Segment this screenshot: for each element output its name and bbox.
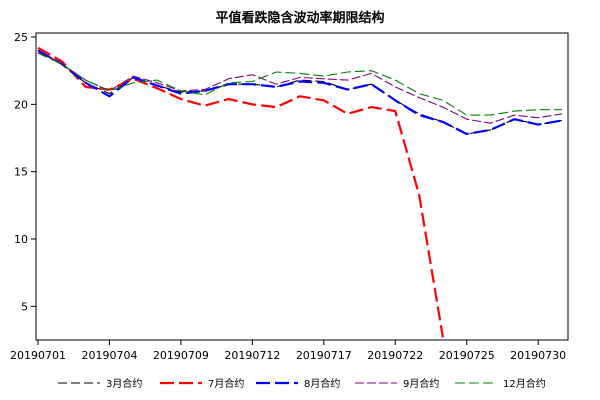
y-tick-label: 20 [14, 98, 28, 111]
y-tick-label: 25 [14, 31, 28, 44]
x-tick-label: 20190704 [81, 349, 137, 362]
y-tick-label: 5 [21, 300, 28, 313]
x-tick-label: 20190701 [10, 349, 66, 362]
x-tick-label: 20190709 [153, 349, 209, 362]
legend-label-3: 8月合约 [304, 377, 340, 390]
y-tick-label: 10 [14, 233, 28, 246]
legend-label-2: 7月合约 [208, 377, 244, 390]
y-tick-label: 15 [14, 166, 28, 179]
x-tick-label: 20190722 [367, 349, 423, 362]
x-tick-label: 20190712 [224, 349, 280, 362]
x-tick-label: 20190725 [439, 349, 495, 362]
legend-label-1: 3月合约 [106, 377, 142, 390]
legend-label-5: 12月合约 [503, 377, 546, 390]
series-line-5 [37, 52, 562, 116]
chart-title: 平值看跌隐含波动率期限结构 [215, 10, 384, 26]
series-line-4 [37, 51, 563, 124]
legend: 3月合约 7月合约 8月合约 9月合约 12月合约 [58, 377, 546, 390]
x-tick-label: 20190730 [510, 349, 566, 362]
legend-label-4: 9月合约 [403, 377, 439, 390]
x-tick-label: 20190717 [296, 349, 352, 362]
series-line-1 [37, 50, 563, 135]
series-line-3 [37, 49, 563, 136]
axes: 5 10 15 20 25 20190701 20190704 20190709 2019071… [10, 31, 566, 362]
series-layer [37, 46, 563, 338]
plot-area-frame [35, 32, 569, 341]
